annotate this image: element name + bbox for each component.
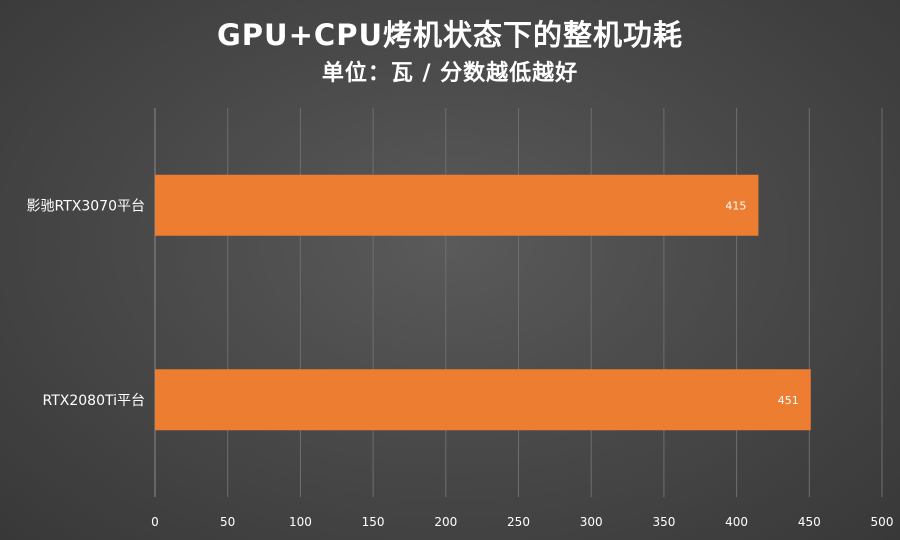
x-tick-label: 400 — [725, 515, 748, 529]
x-tick-label: 200 — [434, 515, 457, 529]
bar — [155, 174, 759, 236]
data-label: 415 — [725, 199, 746, 212]
x-tick-label: 300 — [580, 515, 603, 529]
x-tick-label: 150 — [362, 515, 385, 529]
category-label: RTX2080Ti平台 — [43, 393, 146, 409]
x-tick-label: 50 — [220, 515, 235, 529]
chart-title: GPU+CPU烤机状态下的整机功耗 — [217, 18, 683, 52]
category-label: 影驰RTX3070平台 — [27, 198, 145, 214]
x-tick-label: 450 — [798, 515, 821, 529]
data-label: 451 — [778, 394, 799, 407]
x-tick-label: 0 — [151, 515, 159, 529]
chart-subtitle: 单位：瓦 / 分数越低越好 — [321, 61, 579, 86]
bar — [155, 369, 811, 431]
x-tick-label: 350 — [652, 515, 675, 529]
x-tick-label: 100 — [289, 515, 312, 529]
x-tick-label: 250 — [507, 515, 530, 529]
x-tick-label: 500 — [871, 515, 894, 529]
